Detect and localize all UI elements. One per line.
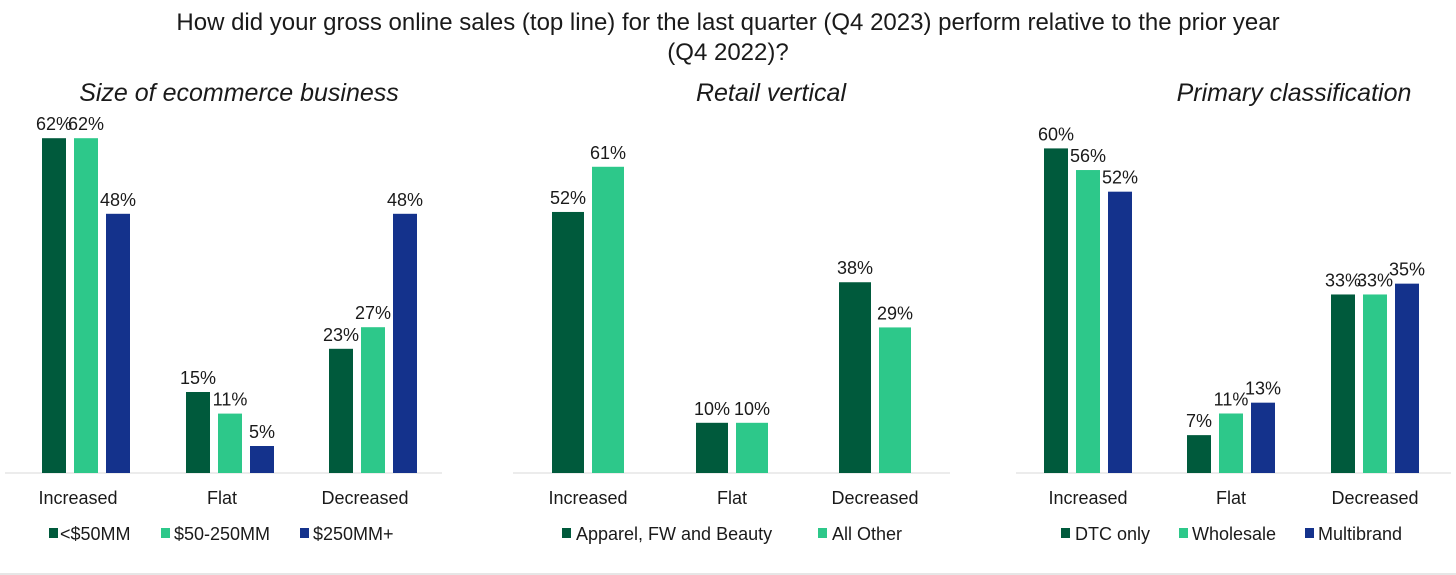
- x-tick-label: Increased: [548, 488, 627, 508]
- bar: [361, 327, 385, 473]
- legend-swatch: [1179, 528, 1188, 538]
- legend-swatch: [300, 528, 309, 538]
- bar: [1187, 435, 1211, 473]
- bar: [218, 413, 242, 473]
- data-label: 23%: [323, 325, 359, 345]
- data-label: 11%: [213, 390, 248, 410]
- bar: [74, 138, 98, 473]
- bar: [42, 138, 66, 473]
- data-label: 48%: [387, 190, 423, 210]
- legend-swatch: [161, 528, 170, 538]
- legend-swatch: [49, 528, 58, 538]
- data-label: 5%: [249, 422, 275, 442]
- chart-main-title-line-1: How did your gross online sales (top lin…: [176, 9, 1280, 36]
- data-label: 61%: [590, 143, 626, 163]
- legend-label: Wholesale: [1192, 524, 1276, 544]
- bar: [592, 166, 624, 473]
- bar: [329, 348, 353, 473]
- data-label: 33%: [1325, 270, 1361, 290]
- data-label: 27%: [355, 303, 391, 323]
- bar: [1395, 283, 1419, 473]
- data-label: 62%: [68, 114, 104, 134]
- bar: [1044, 148, 1068, 473]
- bar: [736, 422, 768, 473]
- legend-swatch: [562, 528, 571, 538]
- x-tick-label: Increased: [1048, 488, 1127, 508]
- data-label: 11%: [1214, 389, 1249, 409]
- data-label: 10%: [694, 399, 730, 419]
- subplot-title: Size of ecommerce business: [79, 79, 399, 107]
- data-label: 52%: [550, 188, 586, 208]
- legend-label: $50-250MM: [174, 524, 270, 544]
- data-label: 33%: [1357, 270, 1393, 290]
- data-label: 13%: [1245, 379, 1281, 399]
- bar: [1108, 191, 1132, 473]
- legend-label: Multibrand: [1318, 524, 1402, 544]
- bar: [879, 327, 911, 473]
- legend-label: $250MM+: [313, 524, 394, 544]
- data-label: 52%: [1102, 168, 1138, 188]
- bar: [186, 392, 210, 473]
- bar: [393, 213, 417, 474]
- legend-label: <$50MM: [60, 524, 131, 544]
- legend-label: All Other: [832, 524, 902, 544]
- bar: [1331, 294, 1355, 473]
- data-label: 56%: [1070, 146, 1106, 166]
- data-label: 48%: [100, 190, 136, 210]
- bar: [250, 446, 274, 473]
- bar: [1363, 294, 1387, 473]
- legend-swatch: [1305, 528, 1314, 538]
- bottom-divider: [0, 573, 1456, 575]
- subplot-title: Primary classification: [1177, 79, 1412, 107]
- chart-main-title-line-2: (Q4 2022)?: [667, 39, 789, 66]
- bar: [552, 211, 584, 473]
- data-label: 38%: [837, 258, 873, 278]
- bar: [1219, 413, 1243, 473]
- x-tick-label: Decreased: [321, 488, 408, 508]
- bar: [1076, 170, 1100, 474]
- bar: [696, 422, 728, 473]
- legend-label: Apparel, FW and Beauty: [576, 524, 772, 544]
- subplot-title: Retail vertical: [696, 79, 847, 107]
- legend-swatch: [1061, 528, 1070, 538]
- chart-main-title: How did your gross online sales (top lin…: [0, 8, 1456, 68]
- data-label: 10%: [734, 399, 770, 419]
- x-tick-label: Flat: [207, 488, 237, 508]
- data-label: 62%: [36, 114, 72, 134]
- bar: [839, 282, 871, 473]
- x-tick-label: Increased: [38, 488, 117, 508]
- data-label: 35%: [1389, 260, 1425, 280]
- legend-swatch: [818, 528, 827, 538]
- x-tick-label: Decreased: [1331, 488, 1418, 508]
- data-label: 29%: [877, 303, 913, 323]
- data-label: 60%: [1038, 124, 1074, 144]
- data-label: 15%: [180, 368, 216, 388]
- data-label: 7%: [1186, 411, 1212, 431]
- x-tick-label: Decreased: [831, 488, 918, 508]
- bar: [106, 213, 130, 474]
- x-tick-label: Flat: [1216, 488, 1246, 508]
- legend-label: DTC only: [1075, 524, 1150, 544]
- bar: [1251, 402, 1275, 473]
- x-tick-label: Flat: [717, 488, 747, 508]
